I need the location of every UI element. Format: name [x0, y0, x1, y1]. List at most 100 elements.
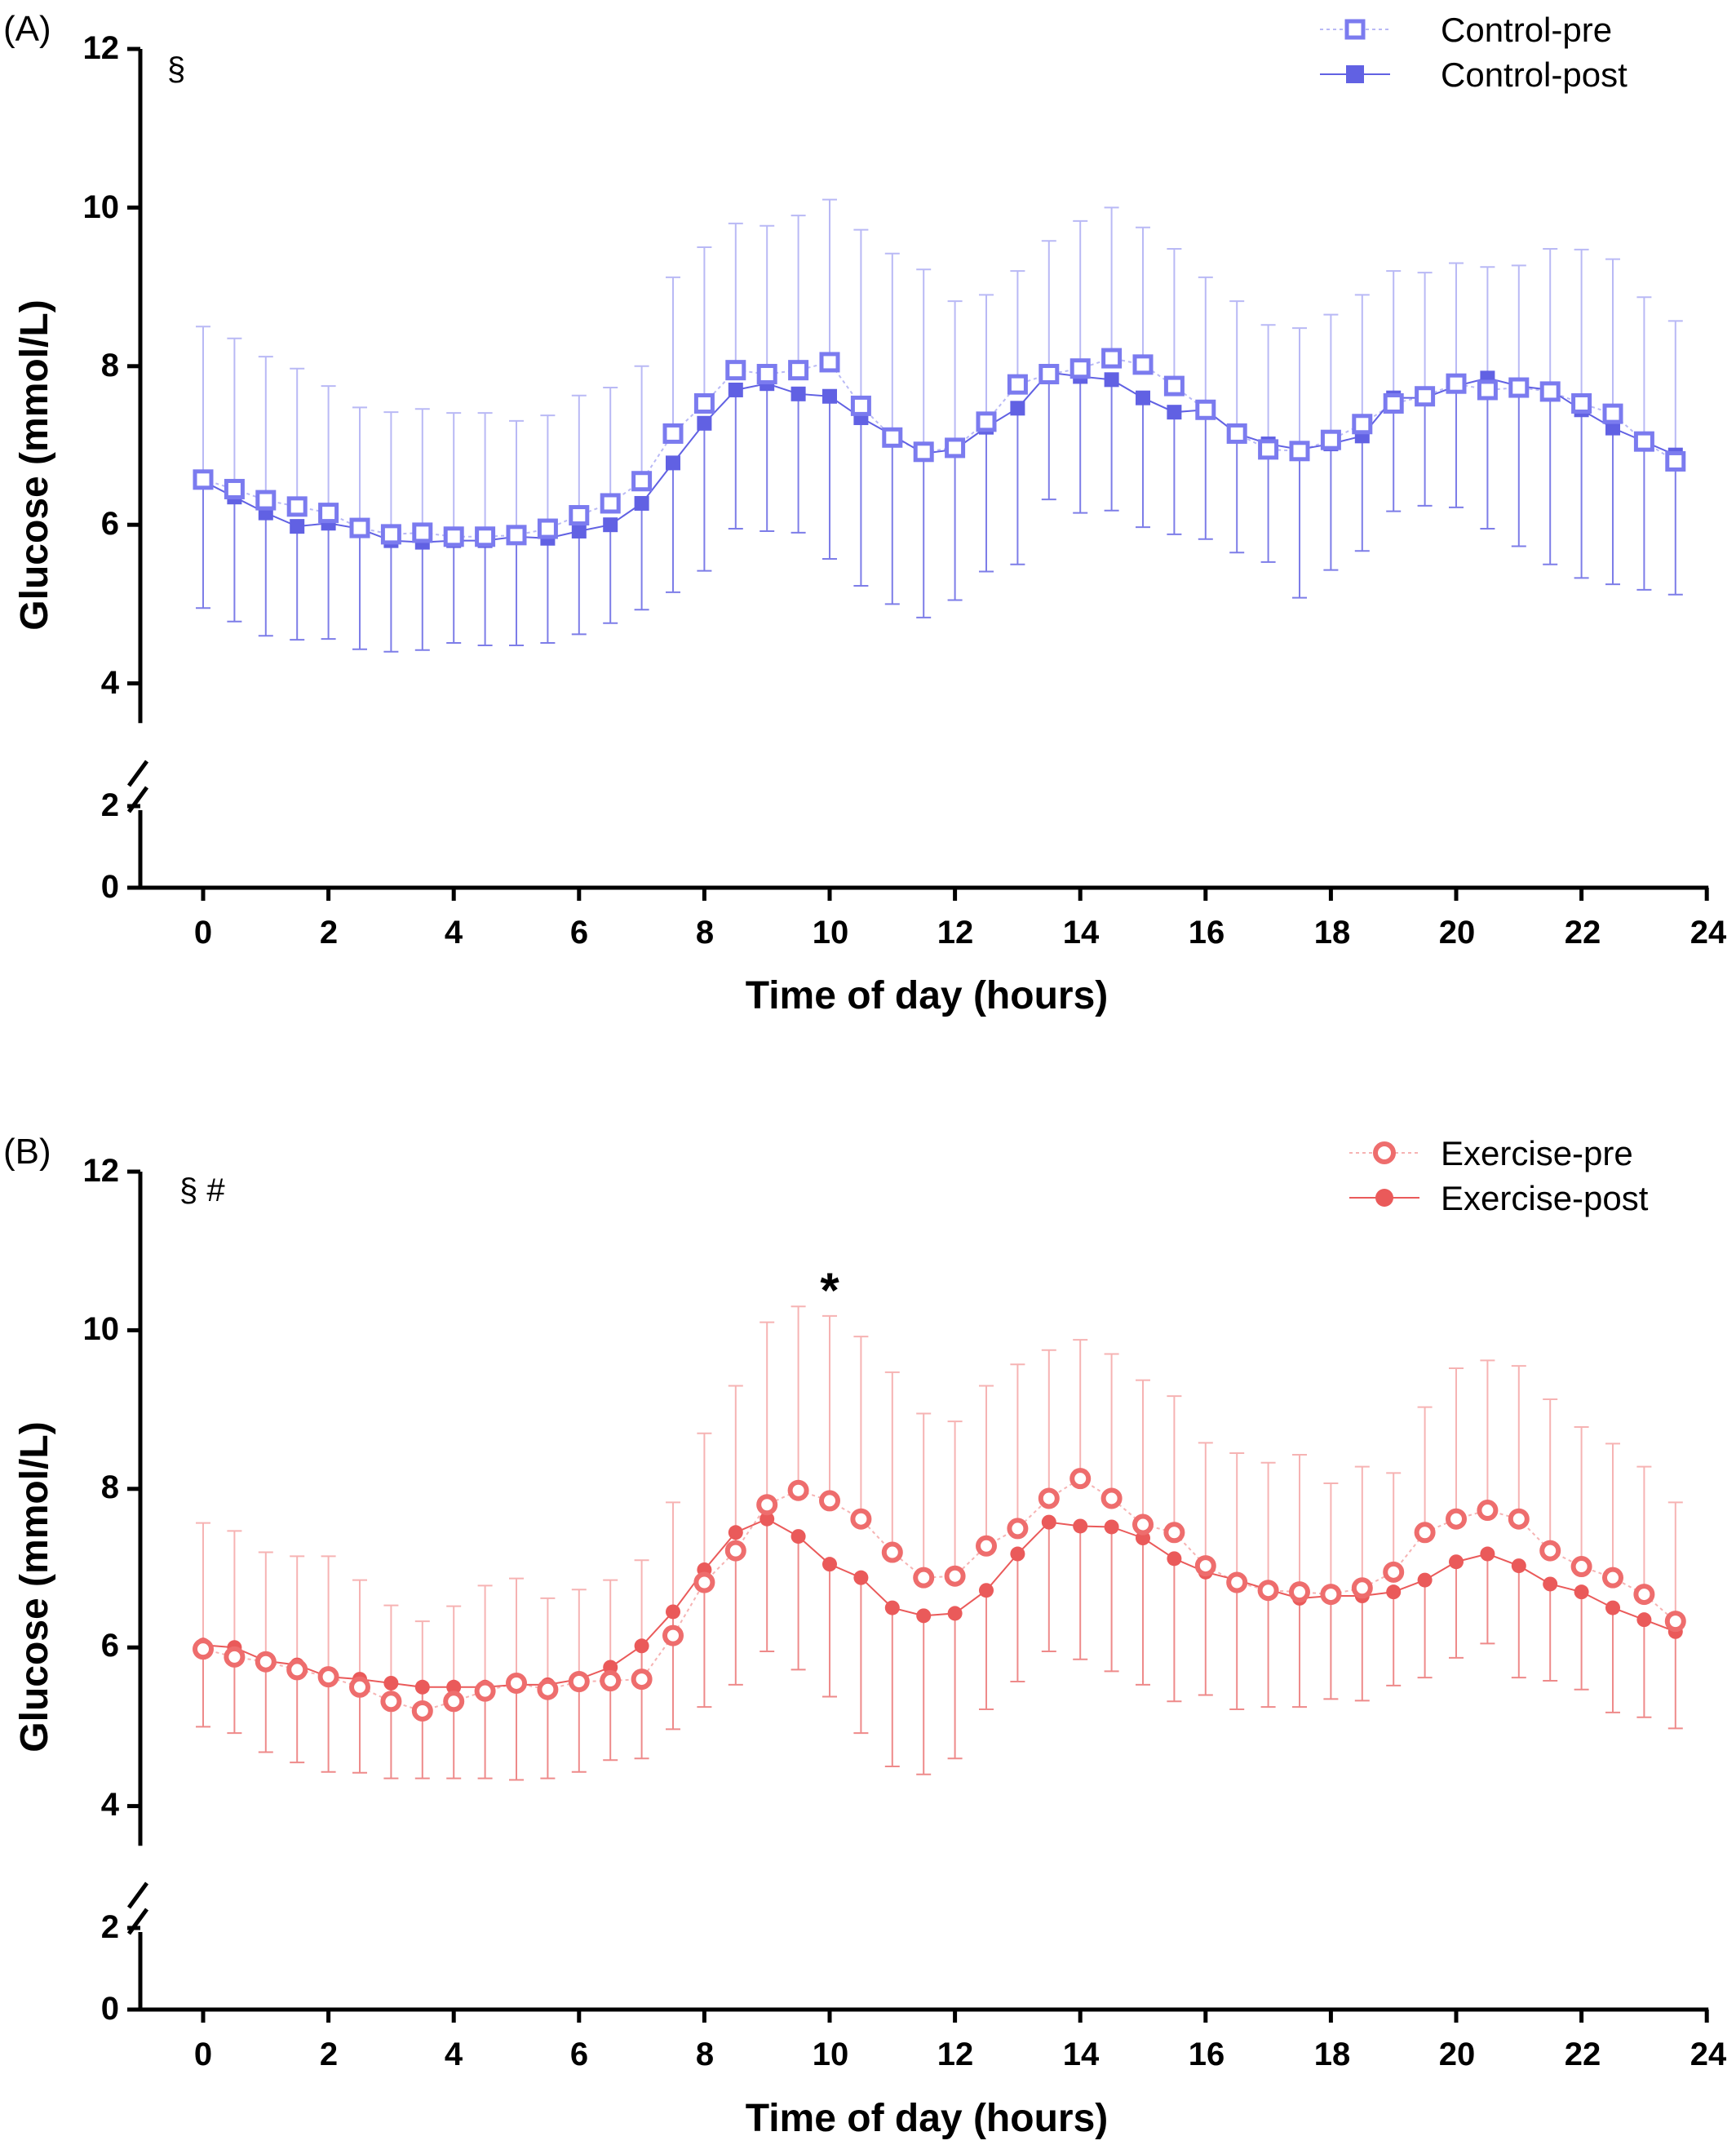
point-pre	[1038, 364, 1060, 385]
point-post	[1543, 1576, 1558, 1592]
point-pre	[1070, 1468, 1092, 1490]
point-post	[1417, 1572, 1433, 1588]
point-pre	[631, 471, 653, 492]
point-pre	[756, 1494, 778, 1516]
point-pre	[1633, 1584, 1655, 1606]
point-pre	[1289, 441, 1310, 462]
y-axis: 12 10 8 6 4 2 0	[83, 30, 120, 905]
point-pre	[1226, 1571, 1248, 1593]
point-post	[1104, 1519, 1119, 1535]
point-pre	[1570, 1556, 1592, 1578]
point-pre	[318, 503, 339, 524]
axes	[126, 47, 1709, 901]
x-tick-label-10: 10	[813, 2036, 849, 2072]
point-post	[728, 382, 743, 397]
x-tick-label-8: 8	[696, 2036, 714, 2072]
point-post	[790, 1529, 806, 1544]
point-pre	[286, 1659, 308, 1681]
point-post	[1104, 372, 1119, 388]
point-post	[947, 1606, 963, 1621]
point-pre	[913, 1567, 935, 1589]
axis-break-mark	[126, 760, 149, 787]
point-pre	[1320, 429, 1341, 450]
legend: Exercise-pre Exercise-post	[1349, 1134, 1649, 1217]
point-post	[1167, 405, 1182, 420]
point-post	[1574, 1584, 1589, 1600]
point-post	[916, 1608, 932, 1624]
point-pre	[1383, 392, 1404, 414]
point-pre	[193, 1638, 214, 1660]
x-tick-label-22: 22	[1565, 2036, 1601, 2072]
point-post	[853, 1570, 869, 1585]
y-tick-label-0: 0	[101, 869, 119, 905]
point-pre	[1194, 1555, 1216, 1577]
point-post	[790, 386, 806, 401]
x-tick-label-14: 14	[1063, 915, 1100, 951]
point-pre	[788, 360, 809, 381]
point-pre	[412, 522, 433, 543]
point-post	[1480, 1546, 1495, 1562]
point-post	[414, 1679, 430, 1695]
legend-label-post: Control-post	[1441, 55, 1628, 94]
point-post	[383, 1675, 399, 1691]
legend-marker-post	[1375, 1189, 1393, 1207]
point-pre	[1383, 1561, 1405, 1583]
point-pre	[255, 490, 277, 511]
x-tick-label-24: 24	[1690, 915, 1727, 951]
point-pre	[1226, 423, 1247, 444]
point-pre	[913, 441, 934, 463]
point-pre	[1602, 1567, 1623, 1589]
point-pre	[537, 518, 558, 539]
point-pre	[1132, 1513, 1154, 1536]
point-post	[1605, 420, 1620, 436]
point-pre	[474, 1680, 496, 1702]
point-post	[666, 1604, 680, 1620]
x-tick-label-16: 16	[1189, 915, 1225, 951]
point-pre	[882, 427, 903, 448]
point-pre	[850, 1508, 872, 1530]
x-tick-label-2: 2	[320, 2036, 338, 2072]
point-pre	[1508, 1508, 1530, 1530]
x-tick-label-24: 24	[1690, 2036, 1727, 2072]
point-pre	[1351, 1577, 1373, 1599]
point-post	[290, 519, 305, 534]
x-tick-label-4: 4	[445, 915, 463, 951]
point-pre	[255, 1651, 277, 1673]
y-tick-label-4: 4	[101, 1787, 120, 1823]
point-pre	[380, 1691, 402, 1713]
legend-marker-pre	[1373, 1141, 1396, 1164]
series-line-post	[202, 371, 1676, 543]
point-pre	[662, 423, 684, 444]
x-tick-label-6: 6	[570, 2036, 588, 2072]
legend-item-pre: Control-pre	[1320, 11, 1612, 49]
point-pre	[1007, 374, 1028, 395]
y-tick-label-12: 12	[83, 30, 120, 66]
point-pre	[1571, 392, 1592, 414]
x-tick-label-20: 20	[1439, 2036, 1476, 2072]
point-pre	[349, 517, 370, 538]
point-pre	[193, 469, 214, 490]
point-pre	[224, 478, 245, 499]
error-bars	[196, 1305, 1683, 1781]
point-pre	[1132, 354, 1154, 375]
point-pre	[1414, 1522, 1436, 1544]
panel-b: (B) § # * Glucose (mmol/L) Time of day (…	[3, 1132, 1727, 2140]
point-pre	[537, 1678, 559, 1700]
point-post	[1136, 390, 1150, 406]
y-axis: 12 10 8 6 4 2 0	[83, 1153, 120, 2027]
point-pre	[1257, 1580, 1279, 1602]
y-tick-label-8: 8	[101, 348, 119, 383]
point-pre	[756, 364, 777, 385]
point-pre	[1352, 414, 1373, 435]
point-post	[603, 517, 618, 533]
y-axis-label: Glucose (mmol/L)	[13, 1421, 56, 1752]
point-pre	[568, 1670, 590, 1692]
x-tick-label-22: 22	[1565, 915, 1601, 951]
x-tick-label-2: 2	[320, 915, 338, 951]
point-pre	[1508, 377, 1530, 398]
point-post	[1386, 1584, 1402, 1600]
point-pre	[945, 437, 966, 459]
point-pre	[1070, 358, 1091, 379]
point-pre	[1665, 450, 1686, 472]
y-tick-label-0: 0	[101, 1991, 119, 2027]
